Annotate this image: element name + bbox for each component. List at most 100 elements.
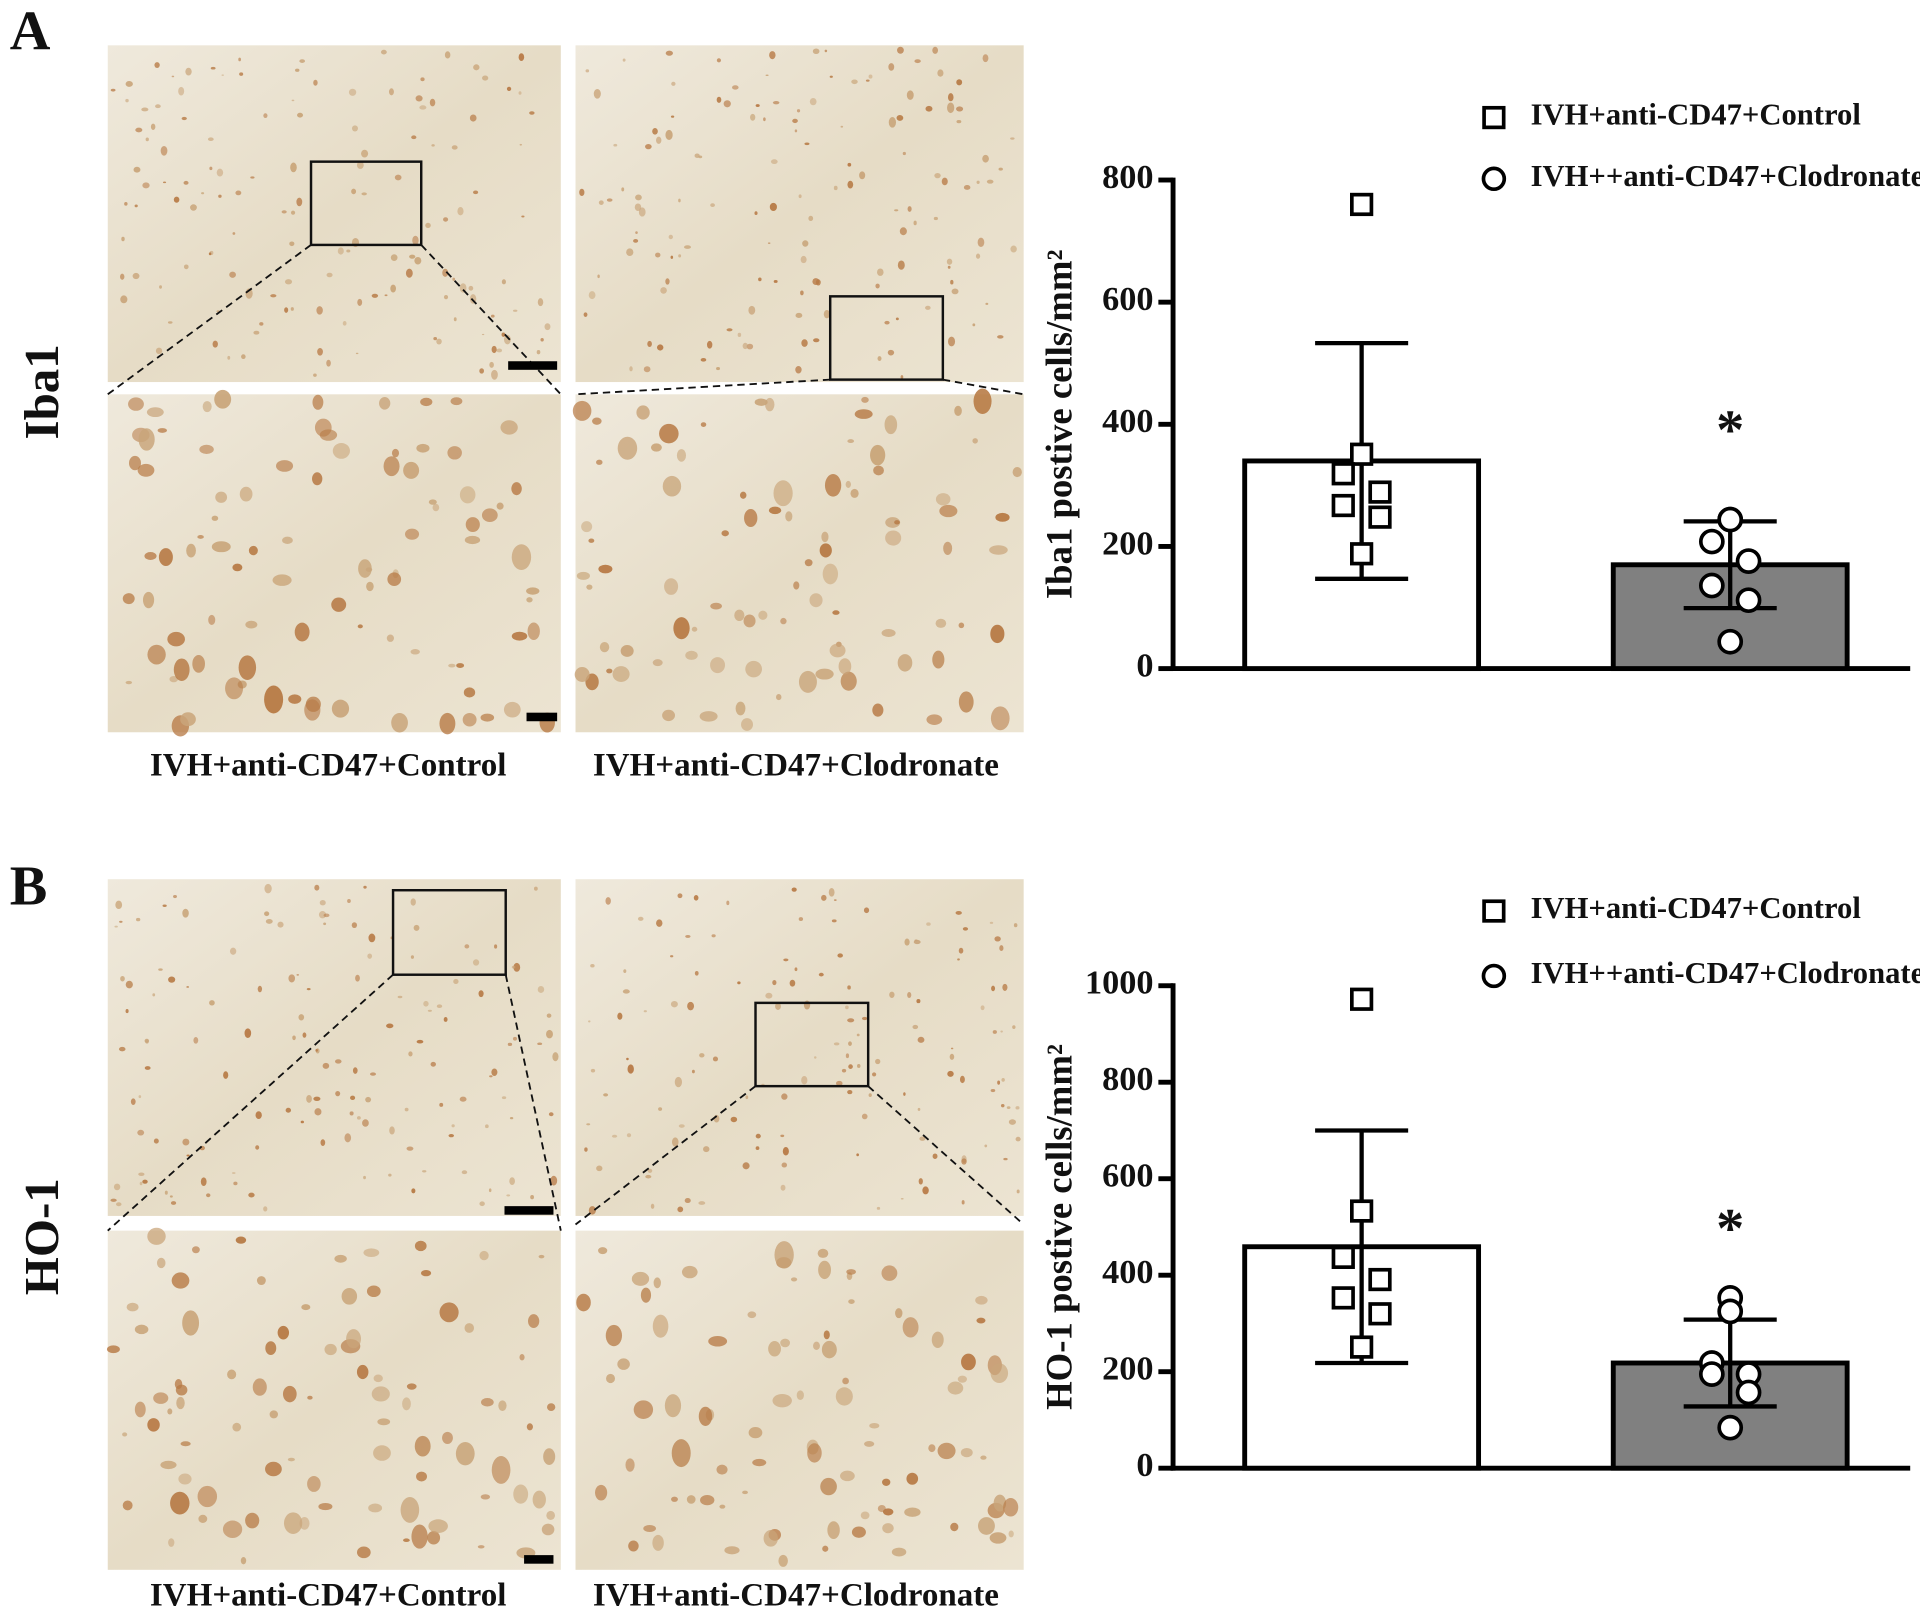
stain: [415, 95, 423, 102]
stain: [611, 1134, 618, 1138]
stain: [851, 1526, 866, 1538]
stain: [432, 503, 440, 512]
stain: [598, 200, 604, 205]
stain: [138, 1095, 142, 1099]
stain: [162, 181, 167, 184]
y-tick-label: 800: [1102, 158, 1153, 196]
stain: [812, 278, 820, 286]
stain: [678, 198, 681, 203]
stain: [168, 976, 176, 983]
stain: [316, 306, 323, 315]
micrograph: [575, 1230, 1024, 1570]
y-axis-label: Iba1 postive cells/mm²: [1038, 249, 1079, 599]
stain: [808, 215, 814, 221]
stain: [655, 252, 661, 258]
stain: [719, 1504, 726, 1509]
stain: [315, 1049, 318, 1052]
stain: [885, 517, 901, 528]
stain: [845, 480, 852, 488]
stain: [334, 1059, 342, 1064]
stain: [479, 1201, 485, 1207]
stain: [586, 1123, 591, 1126]
stain: [209, 1000, 215, 1006]
stain: [439, 1102, 444, 1107]
stain: [275, 460, 294, 472]
stain: [847, 985, 851, 990]
stain: [884, 415, 898, 435]
stain: [125, 1009, 129, 1014]
stain: [665, 50, 673, 56]
stain: [780, 1338, 790, 1348]
stain: [925, 305, 931, 310]
stain: [747, 1311, 757, 1319]
stain: [823, 309, 830, 319]
stain: [833, 899, 837, 901]
stain: [775, 1002, 781, 1010]
stain: [685, 650, 698, 660]
stain: [403, 461, 420, 479]
stain: [897, 260, 905, 270]
stain: [294, 622, 310, 642]
stain: [812, 48, 820, 55]
stain: [872, 1072, 877, 1077]
stain: [670, 115, 675, 118]
stain: [281, 210, 287, 214]
stain: [433, 337, 438, 341]
inset-box: [391, 889, 507, 976]
stain: [300, 1120, 304, 1124]
legend-marker: [1481, 963, 1507, 989]
stain: [529, 111, 535, 115]
stain: [734, 609, 745, 622]
stain: [287, 1457, 295, 1462]
y-tick-label: 0: [1136, 1446, 1153, 1484]
stain: [489, 361, 494, 368]
stain: [957, 958, 960, 961]
stain: [191, 1246, 200, 1254]
stain: [416, 1471, 428, 1482]
y-axis-label: HO-1 postive cells/mm²: [1038, 1044, 1079, 1410]
stain: [700, 1494, 715, 1506]
stain: [977, 237, 985, 247]
stain: [739, 491, 747, 499]
stain: [576, 571, 590, 580]
stain: [937, 69, 944, 77]
stain: [448, 1134, 454, 1138]
stain: [363, 1175, 366, 1180]
stain: [320, 1139, 326, 1147]
stain: [361, 192, 367, 196]
stain: [489, 1075, 493, 1078]
stain: [780, 1134, 785, 1138]
stain: [773, 480, 793, 507]
stain: [954, 405, 962, 416]
stain: [245, 620, 258, 629]
stain: [357, 624, 363, 629]
stain: [877, 268, 884, 276]
stain: [138, 428, 155, 451]
zoom-line: [942, 378, 1024, 396]
stain: [961, 1158, 967, 1165]
stain: [410, 898, 416, 906]
stain: [197, 1485, 218, 1508]
stain: [465, 517, 480, 533]
stain: [451, 1124, 455, 1128]
stain: [157, 428, 168, 433]
stain: [363, 885, 367, 889]
stain: [903, 1092, 906, 1096]
stain: [546, 1029, 553, 1039]
stain: [796, 1390, 804, 1401]
stain: [406, 1383, 417, 1390]
stain: [494, 944, 498, 949]
row-label: HO-1: [14, 1178, 69, 1295]
stain: [1015, 1136, 1021, 1142]
stain: [597, 274, 600, 279]
stain: [652, 659, 663, 667]
stain: [416, 1039, 424, 1044]
stain: [877, 356, 882, 361]
stain: [798, 917, 804, 921]
stain: [763, 117, 766, 122]
stain: [373, 1374, 383, 1383]
stain: [937, 1442, 956, 1460]
stain: [256, 1276, 266, 1286]
stain: [765, 397, 775, 412]
stain: [144, 552, 157, 560]
